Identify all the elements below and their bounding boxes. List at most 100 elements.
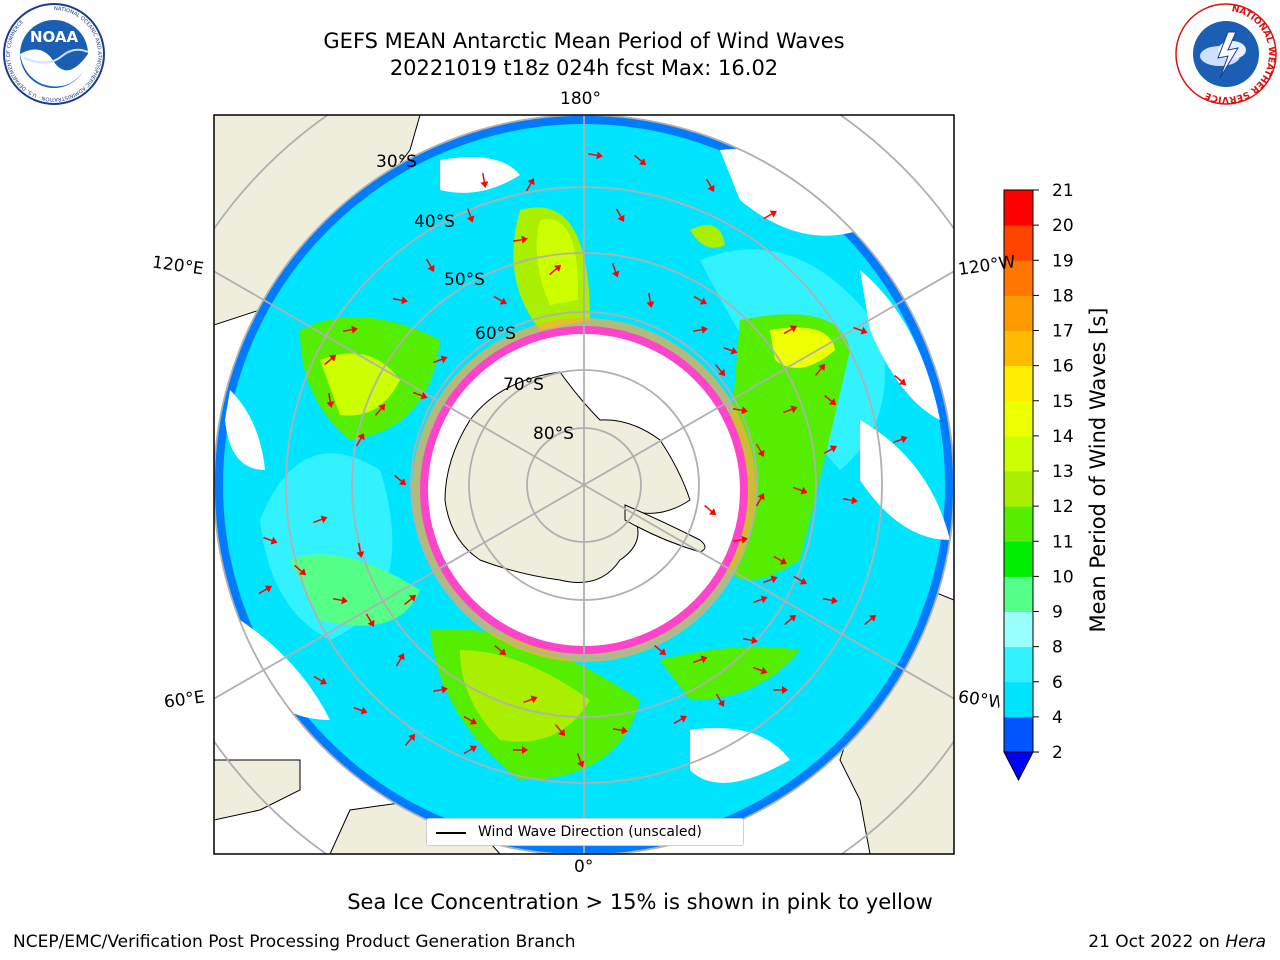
wind-wave-arrow [714, 364, 726, 377]
wind-wave-arrow [494, 644, 507, 656]
colorbar-swatch [1004, 611, 1033, 648]
wind-wave-arrow [463, 745, 477, 755]
wind-wave-arrow [634, 154, 647, 166]
wind-wave-arrow [355, 433, 365, 447]
colorbar-tick-label: 18 [1052, 286, 1074, 306]
wind-wave-arrow [313, 675, 327, 685]
wind-wave-arrow [326, 392, 335, 408]
wind-wave-arrow [512, 235, 528, 244]
credit-text: NCEP/EMC/Verification Post Processing Pr… [13, 932, 576, 952]
lat-label-40s: 40°S [414, 212, 455, 232]
wind-wave-arrow [324, 354, 337, 366]
colorbar-swatch [1004, 541, 1033, 577]
lat-label-30s: 30°S [376, 152, 417, 172]
lon-label-top: 180° [560, 89, 601, 109]
map-legend: Wind Wave Direction (unscaled) [426, 818, 744, 846]
legend-label: Wind Wave Direction (unscaled) [478, 824, 702, 840]
colorbar-tick-label: 6 [1052, 673, 1063, 693]
wind-wave-arrow [853, 326, 868, 335]
wind-wave-arrow [432, 685, 448, 694]
wind-wave-arrow [654, 644, 667, 656]
lat-label-60s: 60°S [475, 324, 516, 344]
wind-wave-arrow [365, 613, 375, 627]
wind-wave-arrow [783, 325, 797, 335]
nws-logo: NATIONAL WEATHER SERVICE [1175, 3, 1277, 105]
colorbar-tick-label: 16 [1052, 357, 1074, 377]
wind-wave-arrow [755, 493, 765, 507]
wind-wave-arrow [773, 555, 787, 565]
wind-wave-arrow [554, 724, 566, 737]
wind-wave-arrow [587, 151, 603, 160]
colorbar-tick-label: 8 [1052, 638, 1063, 658]
wind-wave-arrow [742, 636, 758, 645]
wind-wave-arrow [615, 208, 625, 222]
lon-label-bottom: 0° [574, 857, 594, 877]
colorbar-under-extension [1003, 751, 1034, 782]
graticule [214, 115, 954, 854]
host-name: Hera [1225, 932, 1266, 952]
wind-wave-arrow [513, 746, 528, 754]
colorbar-tick-label: 17 [1052, 322, 1074, 342]
wind-wave-arrow [353, 706, 368, 715]
wind-wave-arrow [773, 686, 788, 694]
wind-wave-arrow [611, 263, 620, 278]
colorbar-swatch [1004, 400, 1033, 437]
colorbar-tick-label: 19 [1052, 251, 1074, 271]
run-date: 21 Oct 2022 on Hera [1088, 932, 1266, 952]
wind-wave-arrow [313, 515, 328, 524]
wind-wave-arrow [525, 178, 535, 192]
wind-wave-arrow [392, 296, 408, 305]
wind-wave-arrow [263, 536, 278, 545]
wind-wave-arrow [646, 292, 655, 308]
wind-wave-arrow [753, 666, 768, 675]
sea-ice-note: Sea Ice Concentration > 15% is shown in … [347, 890, 933, 914]
wind-wave-arrow [823, 445, 837, 455]
wind-wave-arrow [893, 435, 908, 444]
colorbar-swatch [1004, 681, 1033, 718]
colorbar-tick-label: 9 [1052, 603, 1063, 623]
wind-wave-arrow [814, 363, 826, 376]
wind-wave-arrow [413, 391, 428, 400]
wind-wave-arrow [258, 585, 272, 595]
colorbar-tick-label: 20 [1052, 216, 1074, 236]
lat-label-50s: 50°S [444, 270, 485, 290]
wind-wave-arrow [822, 596, 838, 605]
colorbar-swatch [1004, 295, 1033, 331]
colorbar-swatch [1004, 330, 1033, 367]
wind-wave-arrow [894, 374, 907, 386]
wind-wave-arrow [715, 693, 725, 707]
colorbar-tick-label: 10 [1052, 567, 1074, 587]
wind-wave-arrow [576, 753, 585, 768]
colorbar-swatch [1004, 506, 1033, 542]
wind-wave-arrow [433, 355, 448, 364]
wind-wave-arrow [523, 695, 538, 704]
legend-line-swatch [436, 832, 466, 834]
colorbar-title: Mean Period of Wind Waves [s] [1086, 307, 1110, 633]
wind-wave-arrow [356, 542, 365, 558]
wind-wave-arrow [480, 172, 489, 188]
wind-wave-arrow [793, 575, 807, 585]
colorbar-swatch [1004, 225, 1033, 261]
colorbar-tick-label: 13 [1052, 462, 1074, 482]
wind-wave-arrow [673, 715, 687, 725]
lat-label-70s: 70°S [503, 375, 544, 395]
wind-wave-arrows [258, 151, 908, 768]
wind-wave-arrow [705, 178, 715, 192]
wind-wave-arrow [404, 733, 416, 746]
colorbar-swatch [1004, 190, 1033, 226]
colorbar-tick-label: 4 [1052, 708, 1063, 728]
wind-wave-arrow [753, 595, 768, 604]
colorbar-swatch [1004, 260, 1033, 296]
wind-wave-arrow [783, 405, 798, 414]
colorbar-swatch [1004, 646, 1033, 683]
wind-wave-arrow [395, 653, 405, 667]
colorbar-swatch [1004, 576, 1033, 612]
noaa-logo-text: NOAA [30, 28, 79, 46]
wind-wave-arrow [763, 210, 777, 220]
wind-wave-arrow [549, 264, 562, 276]
wind-wave-arrow [732, 535, 748, 544]
wind-wave-arrow [723, 346, 738, 355]
wind-wave-arrow [342, 325, 358, 334]
colorbar-tick-label: 2 [1052, 743, 1063, 763]
